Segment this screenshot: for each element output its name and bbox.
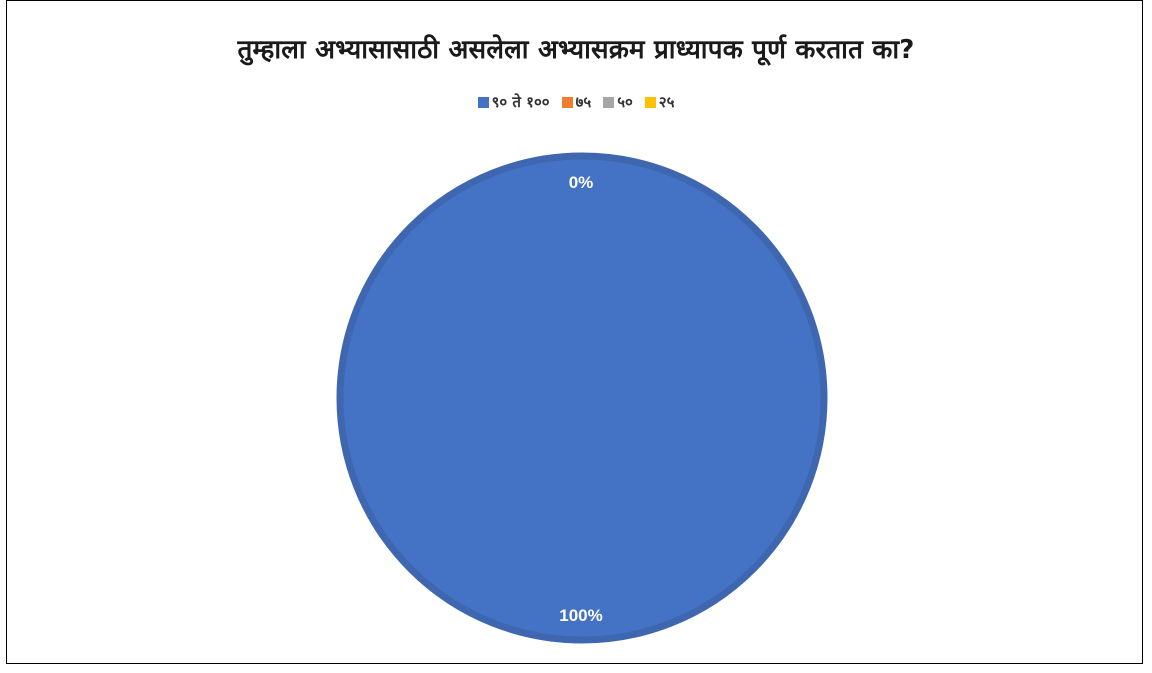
legend-label-25: २५: [658, 93, 675, 111]
legend-item-90-100: ९० ते १००: [477, 92, 550, 112]
pie-slice-90-100: [336, 152, 828, 644]
legend-swatch-25: [644, 96, 656, 108]
chart-legend: ९० ते १०० ७५ ५० २५: [0, 92, 1152, 112]
legend-swatch-90-100: [477, 96, 489, 108]
legend-label-75: ७५: [575, 93, 592, 111]
data-label-zero: 0%: [569, 173, 594, 192]
legend-label-50: ५०: [617, 93, 633, 111]
legend-item-50: ५०: [603, 92, 633, 112]
legend-swatch-50: [603, 96, 615, 108]
legend-item-25: २५: [644, 92, 675, 112]
pie-slices: [336, 152, 828, 644]
legend-label-90-100: ९० ते १००: [491, 93, 550, 111]
legend-swatch-75: [561, 96, 573, 108]
legend-item-75: ७५: [561, 92, 592, 112]
data-label-hundred: 100%: [559, 606, 602, 625]
chart-title: तुम्हाला अभ्यासासाठी असलेला अभ्यासक्रम प…: [237, 35, 915, 65]
